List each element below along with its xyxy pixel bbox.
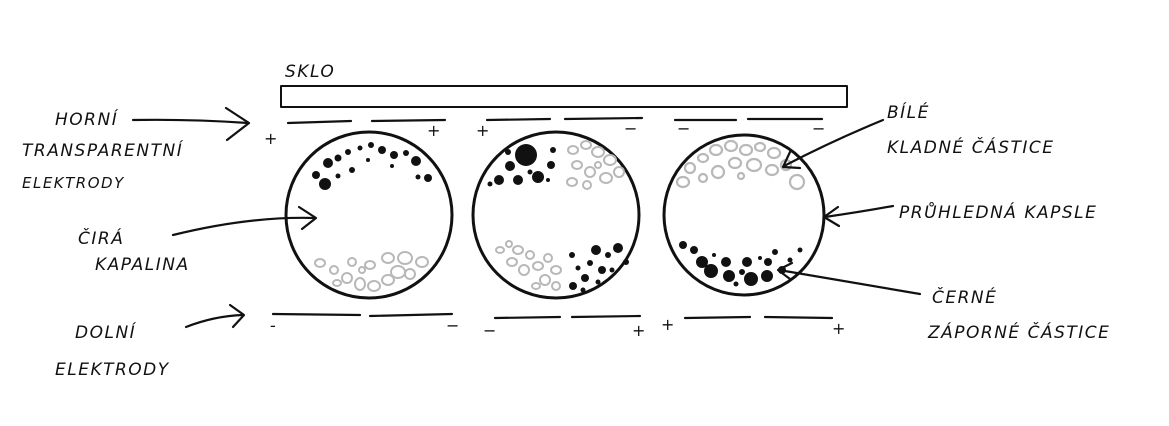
label-bottom-electrodes: DOLNÍ ELEKTRODY: [55, 321, 170, 380]
top-electrodes: [286, 116, 824, 125]
label-line: KLADNÉ ČÁSTICE: [887, 136, 1055, 158]
arrow-top-electrodes: [131, 106, 251, 142]
label-line: ELEKTRODY: [55, 360, 170, 380]
capsule-1: [284, 130, 454, 300]
bottom-sign: +: [661, 315, 674, 334]
bottom-sign: -: [270, 316, 276, 335]
top-sign: +: [427, 121, 440, 140]
top-sign: −: [677, 119, 690, 138]
bottom-sign: +: [832, 319, 845, 338]
label-line: ELEKTRODY: [22, 174, 125, 192]
label-clear-liquid: ČIRÁ KAPALINA: [78, 227, 190, 275]
white-particles: [675, 139, 806, 191]
arrows: [131, 106, 922, 329]
bottom-sign: −: [446, 316, 459, 335]
bottom-electrodes: [271, 312, 834, 320]
bottom-signs: - − − + + +: [270, 315, 845, 340]
label-line: ČERNÉ: [932, 286, 997, 308]
arrow-bottom-electrodes: [184, 303, 246, 329]
arrow-white-particles: [781, 118, 885, 170]
label-black-particles: ČERNÉ ZÁPORNÉ ČÁSTICE: [927, 286, 1110, 343]
arrow-capsule: [822, 204, 895, 228]
black-particles: [487, 144, 629, 293]
top-sign: +: [476, 121, 489, 140]
glass-panel: [280, 85, 848, 108]
glass-label: SKLO: [285, 62, 335, 82]
label-line: ČIRÁ: [78, 227, 124, 249]
white-particles: [495, 140, 625, 291]
label-line: ZÁPORNÉ ČÁSTICE: [927, 321, 1110, 343]
white-particles: [314, 251, 429, 292]
label-white-particles: BÍLÉ KLADNÉ ČÁSTICE: [887, 101, 1055, 158]
label-top-electrodes: HORNÍ TRANSPARENTNÍ ELEKTRODY: [22, 108, 184, 192]
bottom-sign: −: [483, 321, 496, 340]
label-line: DOLNÍ: [75, 321, 137, 343]
top-sign: −: [624, 119, 637, 138]
label-line: BÍLÉ: [887, 101, 930, 123]
arrow-clear-liquid: [171, 205, 318, 237]
capsule-2: [471, 130, 641, 300]
black-particles: [312, 142, 432, 190]
label-line: TRANSPARENTNÍ: [22, 139, 184, 161]
bottom-sign: +: [632, 321, 645, 340]
top-sign: +: [264, 129, 277, 148]
label-line: KAPALINA: [95, 255, 190, 275]
top-sign: −: [812, 119, 825, 138]
top-signs: + + + − − −: [264, 119, 825, 148]
arrow-black-particles: [776, 261, 922, 296]
label-capsule: PRŮHLEDNÁ KAPSLE: [899, 201, 1097, 223]
label-line: HORNÍ: [55, 108, 119, 130]
